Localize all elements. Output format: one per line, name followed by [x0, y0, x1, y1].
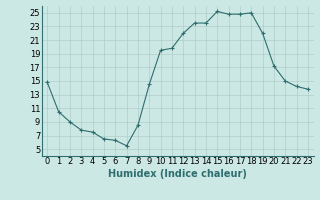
- X-axis label: Humidex (Indice chaleur): Humidex (Indice chaleur): [108, 169, 247, 179]
